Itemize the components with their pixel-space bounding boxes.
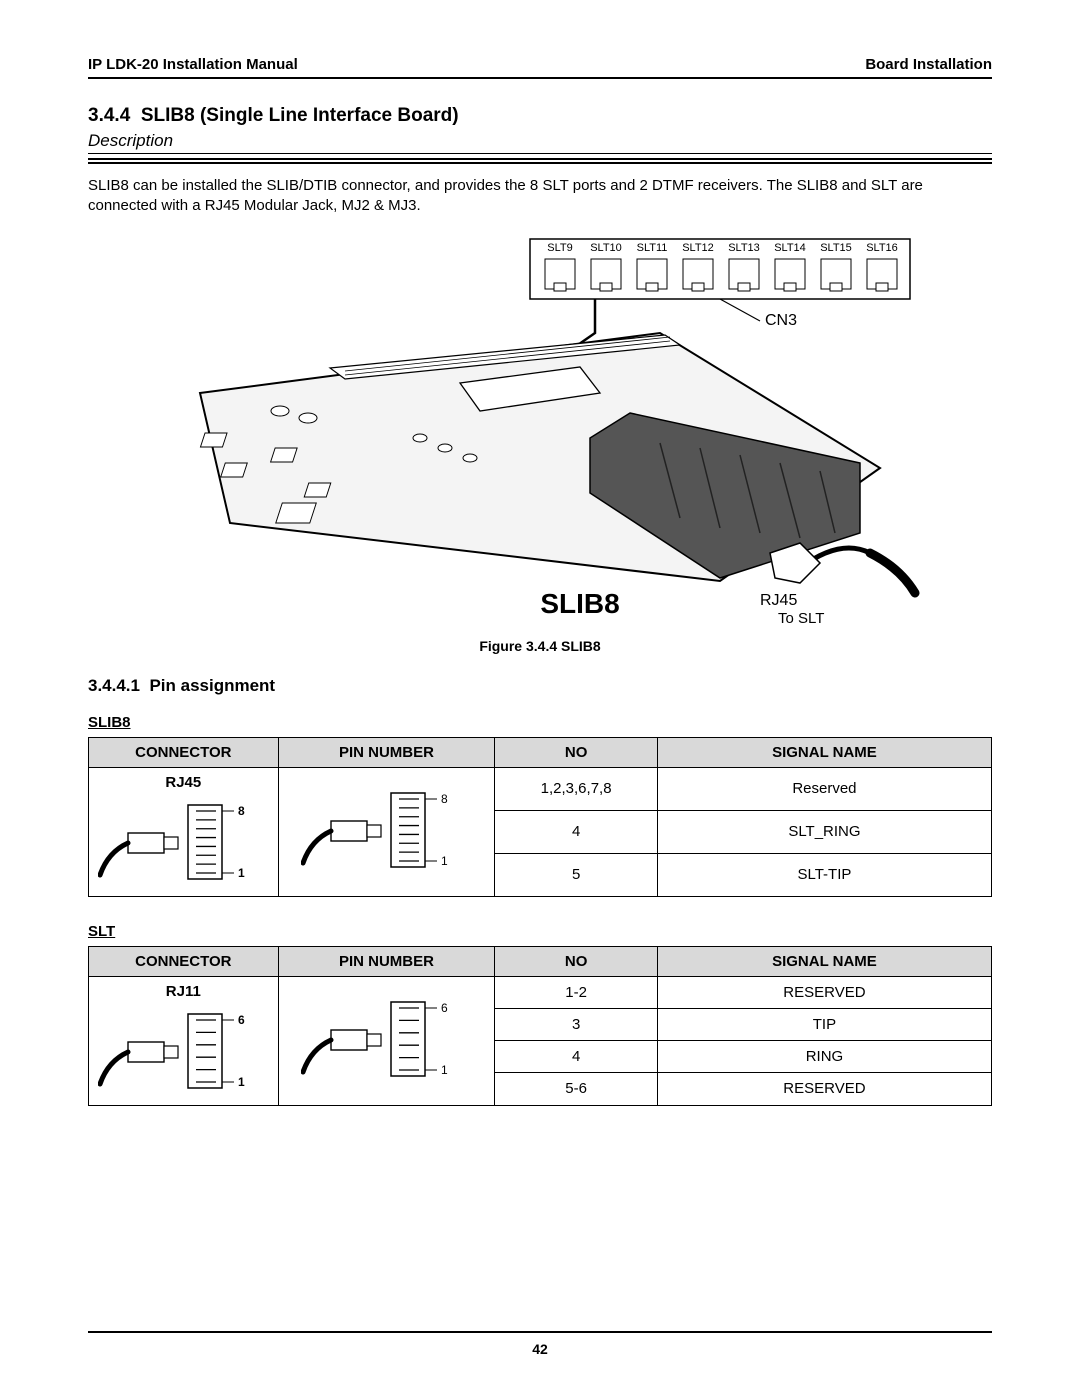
pin-no-cell: 3: [495, 1008, 658, 1040]
slt-port-label: SLT14: [774, 242, 806, 254]
board-label: SLIB8: [540, 588, 619, 619]
table-header: NO: [495, 946, 658, 976]
pin-diagram-icon: 8 1: [301, 785, 471, 875]
double-rule: [88, 158, 992, 164]
connector-cell: RJ11 6 1: [89, 976, 279, 1105]
signal-name-cell: RING: [657, 1041, 991, 1073]
svg-text:8: 8: [441, 792, 448, 806]
slt-port-label: SLT13: [728, 242, 760, 254]
footer-rule: [88, 1331, 992, 1333]
cn3-label: CN3: [765, 312, 797, 329]
table-slt-label: SLT: [88, 923, 992, 940]
svg-text:6: 6: [441, 1001, 448, 1015]
table-header: CONNECTOR: [89, 737, 279, 767]
subsection-number: 3.4.4.1: [88, 676, 140, 695]
table-header: SIGNAL NAME: [657, 737, 991, 767]
pin-diagram-icon: 6 1: [301, 994, 471, 1084]
section-title: 3.4.4 SLIB8 (Single Line Interface Board…: [88, 105, 992, 127]
description-label: Description: [88, 131, 992, 154]
slt-port-label: SLT12: [682, 242, 714, 254]
table-header: CONNECTOR: [89, 946, 279, 976]
connector-cell: RJ45 8 1: [89, 767, 279, 896]
rj45-label: RJ45: [760, 592, 797, 609]
figure-caption: Figure 3.4.4 SLIB8: [88, 638, 992, 654]
table-slib8-label: SLIB8: [88, 714, 992, 731]
header-right: Board Installation: [865, 56, 992, 73]
table-header: NO: [495, 737, 658, 767]
pin-no-cell: 5-6: [495, 1073, 658, 1105]
table-slib8: CONNECTORPIN NUMBERNOSIGNAL NAME RJ45 8 1…: [88, 737, 992, 897]
table-header: SIGNAL NAME: [657, 946, 991, 976]
slt-port-label: SLT10: [590, 242, 622, 254]
to-slt-label: To SLT: [778, 610, 824, 623]
signal-name-cell: RESERVED: [657, 1073, 991, 1105]
table-header: PIN NUMBER: [278, 946, 495, 976]
signal-name-cell: RESERVED: [657, 976, 991, 1008]
slt-port-label: SLT16: [866, 242, 898, 254]
page-number: 42: [0, 1341, 1080, 1357]
slib8-diagram: SLT9SLT10SLT11SLT12SLT13SLT14SLT15SLT16 …: [160, 233, 920, 623]
page: IP LDK-20 Installation Manual Board Inst…: [0, 0, 1080, 1397]
pin-no-cell: 4: [495, 810, 658, 853]
svg-text:1: 1: [238, 1075, 245, 1089]
connector-plug-icon: 6 1: [98, 1006, 268, 1096]
header-left: IP LDK-20 Installation Manual: [88, 56, 298, 73]
svg-text:6: 6: [238, 1013, 245, 1027]
slt-port-label: SLT15: [820, 242, 852, 254]
subsection-name: Pin assignment: [149, 676, 275, 695]
signal-name-cell: Reserved: [657, 767, 991, 810]
table-slt: CONNECTORPIN NUMBERNOSIGNAL NAMERJ11 6 1…: [88, 946, 992, 1106]
table-row: RJ11 6 1 6 1 1-2RESERVED: [89, 976, 992, 1008]
header-rule: [88, 77, 992, 79]
svg-text:1: 1: [441, 854, 448, 868]
pin-no-cell: 1-2: [495, 976, 658, 1008]
pin-number-cell: 8 1: [278, 767, 495, 896]
table-header: PIN NUMBER: [278, 737, 495, 767]
signal-name-cell: SLT-TIP: [657, 853, 991, 896]
slt-port-label: SLT9: [547, 242, 572, 254]
pin-no-cell: 4: [495, 1041, 658, 1073]
section-number: 3.4.4: [88, 105, 130, 126]
slt-port-label: SLT11: [637, 242, 668, 254]
svg-text:8: 8: [238, 804, 245, 818]
pin-no-cell: 5: [495, 853, 658, 896]
section-name: SLIB8 (Single Line Interface Board): [141, 105, 459, 126]
subsection-title: 3.4.4.1 Pin assignment: [88, 676, 992, 696]
section-body: SLIB8 can be installed the SLIB/DTIB con…: [88, 176, 992, 217]
connector-plug-icon: 8 1: [98, 797, 268, 887]
svg-text:1: 1: [441, 1063, 448, 1077]
figure-slib8: SLT9SLT10SLT11SLT12SLT13SLT14SLT15SLT16 …: [88, 233, 992, 628]
svg-text:1: 1: [238, 866, 245, 880]
table-row: RJ45 8 1 8 1 1,2,3,6,7,8Reserved: [89, 767, 992, 810]
signal-name-cell: TIP: [657, 1008, 991, 1040]
signal-name-cell: SLT_RING: [657, 810, 991, 853]
pin-no-cell: 1,2,3,6,7,8: [495, 767, 658, 810]
pin-number-cell: 6 1: [278, 976, 495, 1105]
page-header: IP LDK-20 Installation Manual Board Inst…: [88, 56, 992, 73]
